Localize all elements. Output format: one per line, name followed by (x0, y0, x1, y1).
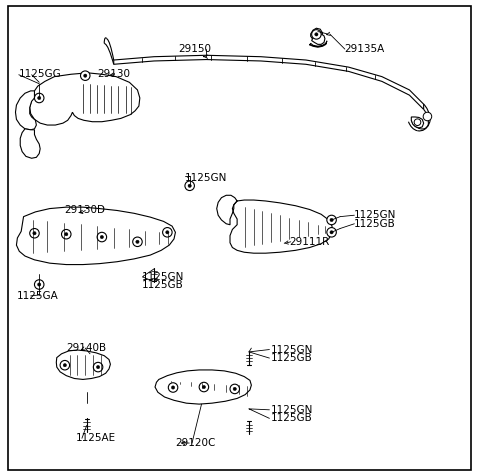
Circle shape (133, 237, 142, 247)
Polygon shape (30, 73, 140, 125)
Polygon shape (114, 55, 423, 109)
Text: 29130: 29130 (97, 69, 130, 79)
Text: 1125GN: 1125GN (142, 272, 184, 282)
Polygon shape (311, 28, 322, 40)
Text: 29111R: 29111R (289, 237, 330, 247)
Circle shape (93, 362, 103, 372)
Text: 1125GB: 1125GB (270, 353, 312, 363)
Polygon shape (155, 370, 251, 404)
Circle shape (171, 386, 175, 389)
Circle shape (37, 283, 41, 286)
Circle shape (63, 364, 67, 367)
Polygon shape (411, 117, 423, 128)
Circle shape (327, 215, 336, 225)
Text: 1125GN: 1125GN (270, 405, 313, 415)
Circle shape (414, 119, 421, 126)
Polygon shape (312, 34, 325, 44)
Circle shape (330, 218, 333, 222)
Text: 29120C: 29120C (175, 438, 216, 448)
Circle shape (84, 74, 87, 77)
Text: 1125GN: 1125GN (354, 210, 396, 220)
Circle shape (312, 30, 321, 39)
Circle shape (233, 387, 237, 391)
Polygon shape (16, 207, 175, 265)
Text: 1125GB: 1125GB (354, 219, 395, 229)
Text: 29140B: 29140B (66, 343, 106, 353)
Text: 1125GN: 1125GN (185, 173, 228, 183)
Circle shape (315, 33, 318, 36)
Circle shape (34, 280, 44, 289)
Circle shape (34, 93, 44, 103)
Circle shape (185, 181, 194, 190)
Polygon shape (20, 129, 40, 158)
Text: 1125GB: 1125GB (142, 280, 184, 290)
Circle shape (230, 384, 240, 394)
Circle shape (37, 96, 41, 99)
Circle shape (162, 228, 172, 237)
Circle shape (30, 228, 39, 238)
Circle shape (166, 231, 169, 234)
Polygon shape (230, 200, 332, 253)
Circle shape (188, 184, 191, 188)
Circle shape (327, 228, 336, 237)
Circle shape (65, 233, 68, 236)
Circle shape (168, 383, 178, 392)
Circle shape (100, 236, 103, 238)
Text: 1125GB: 1125GB (270, 413, 312, 423)
Circle shape (60, 360, 69, 370)
Circle shape (33, 232, 36, 235)
Circle shape (80, 71, 90, 80)
Text: 1125GA: 1125GA (16, 291, 58, 301)
Polygon shape (15, 91, 36, 130)
Text: 1125GN: 1125GN (270, 345, 313, 355)
Circle shape (423, 112, 432, 121)
Text: 1125GG: 1125GG (19, 69, 62, 79)
Circle shape (136, 240, 139, 243)
Text: 29130D: 29130D (64, 206, 105, 216)
Circle shape (61, 229, 71, 239)
Circle shape (97, 232, 107, 242)
Circle shape (330, 231, 333, 234)
Circle shape (202, 386, 205, 389)
Text: 29150: 29150 (178, 44, 211, 54)
Circle shape (199, 382, 209, 392)
Polygon shape (57, 350, 110, 379)
Text: 1125AE: 1125AE (76, 433, 116, 443)
Text: 29135A: 29135A (344, 44, 384, 54)
Circle shape (96, 366, 100, 369)
